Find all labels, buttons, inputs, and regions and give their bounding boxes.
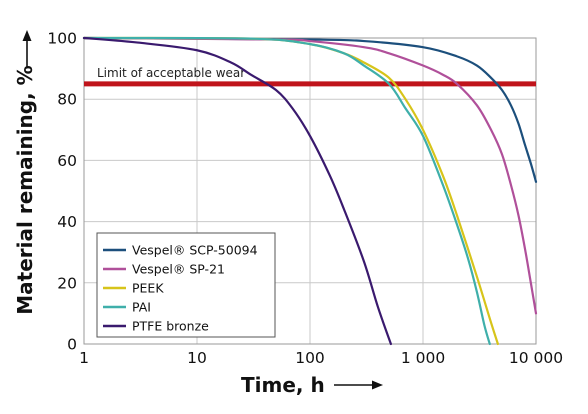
series-line bbox=[82, 36, 393, 346]
x-axis-title-group: Time, h bbox=[241, 373, 383, 397]
legend: Vespel® SCP-50094 Vespel® SP-21 PEEK PAI PTF… bbox=[96, 232, 276, 338]
y-axis-title: Material remaining, % bbox=[13, 65, 37, 314]
legend-label: Vespel® SP-21 bbox=[132, 262, 225, 277]
x-axis-arrow-head bbox=[372, 380, 383, 390]
plot-frame bbox=[83, 37, 537, 345]
legend-label: Vespel® SCP-50094 bbox=[132, 243, 258, 258]
tick-labels: 1 10 100 1 000 10 000 0 20 40 60 80 100 bbox=[47, 30, 563, 368]
series-layer bbox=[82, 36, 538, 346]
legend-label: PTFE bronze bbox=[132, 319, 209, 334]
x-tick-label: 10 bbox=[187, 349, 207, 367]
x-tick-label: 1 000 bbox=[401, 349, 445, 367]
threshold-label: Limit of acceptable wear bbox=[97, 66, 245, 80]
x-tick-label: 1 bbox=[79, 349, 89, 367]
series-line bbox=[82, 36, 538, 183]
y-tick-label: 80 bbox=[57, 91, 77, 109]
y-tick-label: 40 bbox=[57, 213, 77, 231]
legend-label: PEEK bbox=[132, 281, 164, 296]
x-axis-title: Time, h bbox=[241, 373, 325, 397]
y-axis-arrow-head bbox=[22, 30, 32, 41]
series-line bbox=[82, 36, 491, 346]
legend-box bbox=[96, 232, 276, 338]
y-axis-title-group: Material remaining, % bbox=[13, 30, 37, 315]
x-tick-label: 100 bbox=[295, 349, 325, 367]
x-tick-label: 10 000 bbox=[509, 349, 563, 367]
y-tick-label: 0 bbox=[67, 336, 77, 354]
y-tick-label: 20 bbox=[57, 274, 77, 292]
series-line bbox=[82, 36, 538, 315]
threshold-layer: Limit of acceptable wear bbox=[84, 66, 536, 87]
y-tick-label: 60 bbox=[57, 152, 77, 170]
legend-label: PAI bbox=[132, 300, 151, 315]
y-tick-label: 100 bbox=[47, 30, 77, 48]
